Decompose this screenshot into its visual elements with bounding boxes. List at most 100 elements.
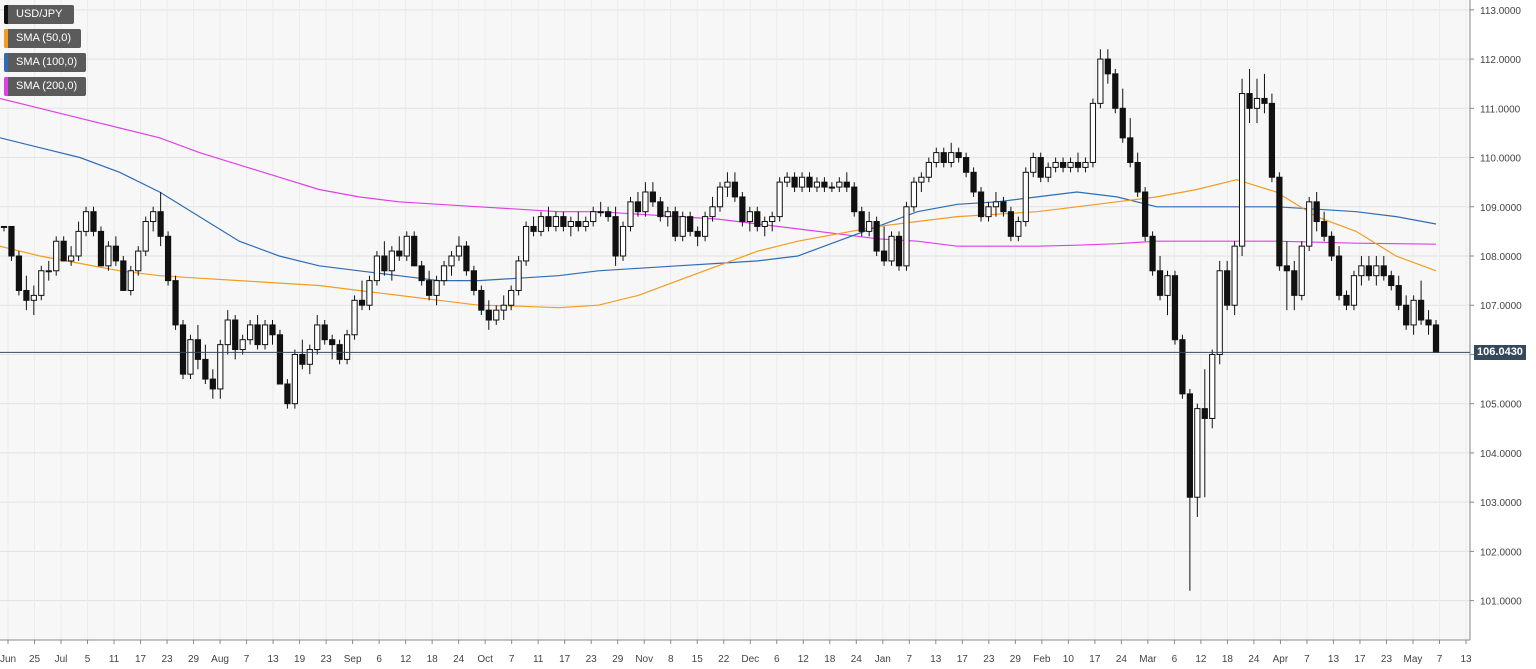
candle-body-bear bbox=[299, 353, 306, 365]
x-tick-label: 24 bbox=[851, 654, 863, 665]
x-tick-label: Apr bbox=[1273, 654, 1289, 665]
candle-body-bear bbox=[1343, 294, 1350, 306]
candle-body-bull bbox=[261, 324, 269, 346]
candle-body-bull bbox=[1373, 265, 1380, 277]
candle-body-bear bbox=[1268, 102, 1276, 178]
candle-body-bull bbox=[716, 186, 724, 208]
y-tick-label: 111.0000 bbox=[1480, 104, 1521, 115]
candle-body-bear bbox=[739, 196, 746, 223]
candle-body-bear bbox=[612, 216, 619, 257]
x-tick-label: Jul bbox=[55, 654, 68, 665]
candle-body-bull bbox=[985, 206, 992, 218]
candle-body-bear bbox=[687, 216, 694, 232]
candle-body-bear bbox=[895, 235, 903, 267]
x-tick-label: Jun bbox=[0, 654, 16, 665]
x-tick-label: 29 bbox=[1010, 654, 1022, 665]
candle-body-bull bbox=[1253, 97, 1261, 109]
candle-body-bear bbox=[1059, 161, 1067, 168]
x-tick-label: 12 bbox=[798, 654, 810, 665]
x-tick-label: 23 bbox=[1381, 654, 1393, 665]
candle-body-bear bbox=[1425, 319, 1432, 326]
candle-body-bull bbox=[1030, 157, 1037, 173]
x-axis: Jun 25 Jul 5 11 17 23 29 Aug 7 13 19 23 Sep 6 12 18 24 Oct… bbox=[0, 639, 1472, 665]
x-tick-label: Oct bbox=[477, 654, 493, 665]
legend-sma100[interactable]: SMA (100,0) bbox=[4, 53, 86, 72]
candle-body-bear bbox=[90, 211, 97, 232]
candle-body-bull bbox=[239, 339, 246, 351]
candle-body-bull bbox=[746, 211, 753, 223]
candle-body-bull bbox=[567, 221, 574, 227]
x-tick-label: 24 bbox=[1116, 654, 1128, 665]
x-tick-label: 17 bbox=[135, 654, 147, 665]
x-tick-label: 12 bbox=[400, 654, 412, 665]
legend-sma200[interactable]: SMA (200,0) bbox=[4, 77, 86, 96]
candle-body-bull bbox=[836, 181, 843, 188]
candle-body-bear bbox=[194, 339, 202, 360]
candle-body-bear bbox=[806, 176, 813, 188]
legend-sma50[interactable]: SMA (50,0) bbox=[4, 29, 81, 48]
legend-usdjpy[interactable]: USD/JPY bbox=[4, 5, 74, 24]
candle-body-bear bbox=[530, 225, 537, 232]
legend-label-usdjpy: USD/JPY bbox=[16, 8, 63, 20]
candle-body-bull bbox=[627, 201, 634, 227]
candle-body-bull bbox=[1350, 275, 1358, 306]
candle-body-bull bbox=[1089, 102, 1097, 163]
candle-body-bear bbox=[545, 216, 552, 227]
candle-body-bull bbox=[948, 152, 955, 163]
candle-body-bear bbox=[672, 211, 679, 237]
legend-label-sma200: SMA (200,0) bbox=[16, 80, 78, 92]
x-tick-label: 17 bbox=[1354, 654, 1366, 665]
y-tick-label: 104.0000 bbox=[1480, 449, 1522, 460]
candle-body-bear bbox=[202, 358, 209, 380]
x-tick-label: 7 bbox=[907, 654, 913, 665]
candle-body-bear bbox=[1328, 235, 1335, 257]
candle-body-bull bbox=[105, 245, 112, 267]
x-tick-label: 19 bbox=[294, 654, 306, 665]
candle-body-bull bbox=[1082, 161, 1089, 168]
candle-body-bull bbox=[798, 176, 806, 188]
candle-body-bull bbox=[306, 349, 313, 365]
candle-body-bull bbox=[1097, 58, 1104, 104]
candle-body-bull bbox=[455, 245, 463, 257]
candle-body-bear bbox=[1276, 176, 1283, 267]
candle-body-bull bbox=[933, 152, 940, 163]
candle-body-bear bbox=[1313, 201, 1320, 223]
candle-body-bear bbox=[1365, 265, 1372, 277]
candle-body-bull bbox=[224, 319, 231, 346]
x-tick-label: 6 bbox=[1172, 654, 1178, 665]
x-tick-label: 18 bbox=[824, 654, 836, 665]
candle-body-bear bbox=[1246, 93, 1253, 109]
candle-body-bear bbox=[1074, 161, 1082, 168]
candle-body-bull bbox=[724, 181, 731, 188]
x-tick-label: 17 bbox=[559, 654, 571, 665]
x-tick-label: 23 bbox=[586, 654, 598, 665]
x-tick-label: 10 bbox=[1063, 654, 1075, 665]
candle-body-bear bbox=[463, 245, 470, 272]
last-price-tag: 106.0430 bbox=[1474, 345, 1526, 361]
x-tick-label: 13 bbox=[1460, 654, 1472, 665]
candle-body-bull bbox=[813, 181, 821, 188]
legend-swatch-sma50 bbox=[4, 29, 8, 48]
candle-body-bear bbox=[1127, 137, 1134, 163]
candle-body-bear bbox=[694, 230, 701, 237]
x-tick-label: 5 bbox=[85, 654, 91, 665]
x-tick-label: Jan bbox=[875, 654, 891, 665]
candle-body-bull bbox=[590, 211, 597, 223]
candle-body-bear bbox=[560, 216, 567, 227]
candle-body-bull bbox=[142, 221, 149, 252]
candle-body-bear bbox=[1186, 393, 1193, 498]
candle-body-bull bbox=[642, 191, 649, 213]
candle-body-bull bbox=[493, 309, 500, 321]
candle-body-bear bbox=[1171, 275, 1179, 341]
candle-body-bear bbox=[1283, 265, 1290, 272]
candle-body-bull bbox=[30, 294, 37, 301]
x-tick-label: 7 bbox=[244, 654, 250, 665]
candle-body-bear bbox=[1000, 201, 1007, 213]
candle-body-bull bbox=[373, 255, 381, 282]
candle-body-bear bbox=[649, 191, 656, 203]
candle-body-bull bbox=[1216, 270, 1223, 355]
candle-body-bull bbox=[552, 216, 560, 227]
grid bbox=[0, 0, 1470, 640]
